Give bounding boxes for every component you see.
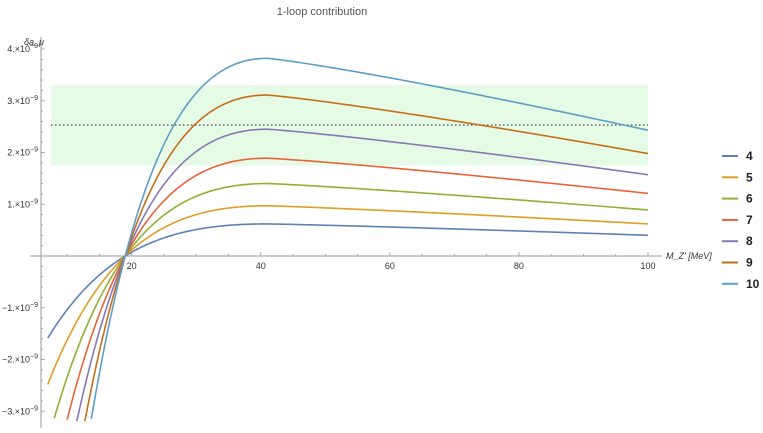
legend-label-4: 4 xyxy=(746,149,753,163)
experimental-band-layer xyxy=(51,85,649,166)
y-tick-label: −1.×10−9 xyxy=(2,302,38,313)
y-tick-label: 4.×10−9 xyxy=(7,43,38,54)
x-axis-label: M_Z' [MeV] xyxy=(666,251,712,261)
x-tick-label: 80 xyxy=(514,261,524,271)
experimental-band xyxy=(51,85,649,166)
legend: 4 5 6 7 8 9 10 xyxy=(722,149,760,291)
y-tick-label: 3.×10−9 xyxy=(7,95,38,106)
x-tick-label: 20 xyxy=(127,261,137,271)
series-line-7 xyxy=(66,157,649,420)
series-line-6 xyxy=(53,182,649,419)
legend-label-10: 10 xyxy=(746,277,760,291)
series-line-9 xyxy=(84,94,649,422)
x-tick-label: 40 xyxy=(256,261,266,271)
legend-label-5: 5 xyxy=(746,170,753,184)
y-tick-label: 2.×10−9 xyxy=(7,147,38,158)
chart-title: 1-loop contribution xyxy=(277,6,368,18)
legend-label-8: 8 xyxy=(746,234,753,248)
legend-label-7: 7 xyxy=(746,213,753,227)
legend-label-6: 6 xyxy=(746,192,753,206)
series-line-8 xyxy=(76,128,649,422)
y-tick-label: −2.×10−9 xyxy=(2,354,38,365)
axes-layer: 20 40 60 80 100 M_Z' [MeV] 4.×10−9 3.×10−9 2.×10… xyxy=(2,37,712,428)
series-line-10 xyxy=(90,57,649,419)
y-tick-label: −3.×10−9 xyxy=(2,405,38,416)
x-tick-label: 100 xyxy=(640,261,655,271)
series-line-5 xyxy=(47,204,649,385)
series-layer xyxy=(47,57,649,422)
y-tick-label: 1.×10−9 xyxy=(7,198,38,209)
legend-label-9: 9 xyxy=(746,256,753,270)
x-tick-label: 60 xyxy=(385,261,395,271)
series-line-4 xyxy=(47,223,649,339)
y-axis-label: δa_μ xyxy=(24,37,44,47)
